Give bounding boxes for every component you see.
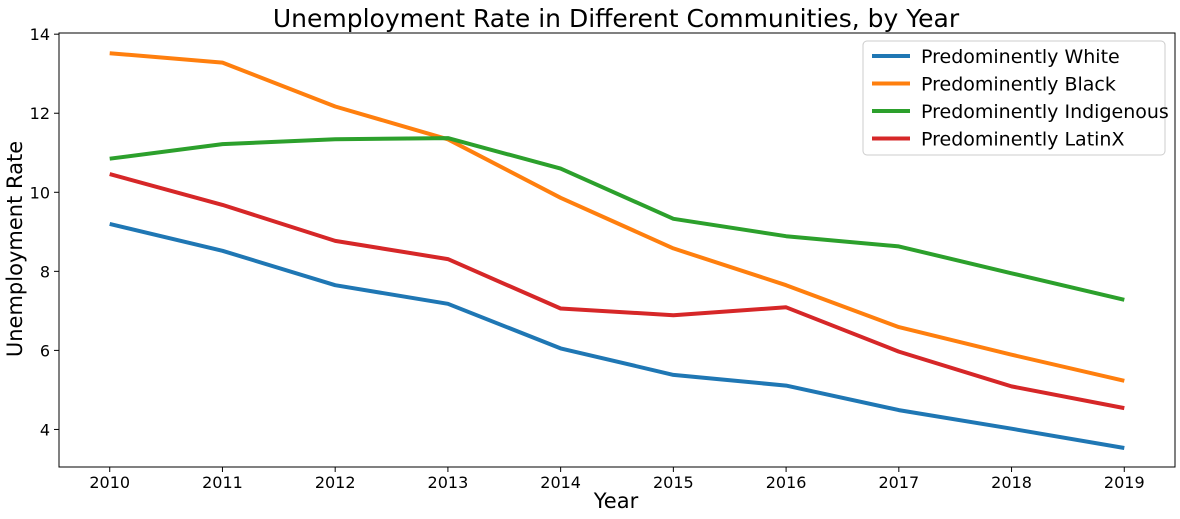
legend: Predominently White Predominently Black Pr… [862,40,1169,156]
x-axis-label: Year [593,489,639,513]
y-tick-label: 12 [30,104,50,123]
plot-lines [109,51,1125,450]
legend-label-3: Predominently LatinX [921,129,1124,151]
legend-box [862,40,1166,156]
y-tick-label: 6 [40,341,50,360]
x-tick-label: 2018 [991,473,1032,492]
x-tick-label: 2016 [766,473,807,492]
x-tick-label: 2019 [1104,473,1145,492]
series-line-1 [109,51,1125,383]
plot-frame [58,32,1176,468]
x-tick-label: 2011 [202,473,243,492]
x-tick-label: 2010 [89,473,130,492]
x-tick-label: 2017 [878,473,919,492]
y-tick-label: 14 [30,25,50,44]
y-tick-label: 10 [30,183,50,202]
x-axis: 2010 2011 2012 2013 2014 2015 2016 2017 2018 2019 [89,467,1145,492]
x-tick-label: 2014 [540,473,581,492]
series-line-3 [109,172,1125,411]
x-tick-label: 2013 [428,473,469,492]
legend-label-1: Predominently Black [921,74,1116,96]
x-tick-label: 2015 [653,473,694,492]
x-tick-label: 2012 [315,473,356,492]
legend-label-2: Predominently Indigenous [921,101,1169,123]
y-tick-label: 8 [40,262,50,281]
y-axis-label: Unemployment Rate [3,141,27,357]
legend-label-0: Predominently White [921,46,1120,68]
y-tick-label: 4 [40,420,50,439]
series-line-2 [109,136,1125,302]
chart-title: Unemployment Rate in Different Communiti… [273,4,960,33]
series-line-0 [109,221,1125,450]
y-axis: 4 6 8 10 12 14 [30,25,59,439]
